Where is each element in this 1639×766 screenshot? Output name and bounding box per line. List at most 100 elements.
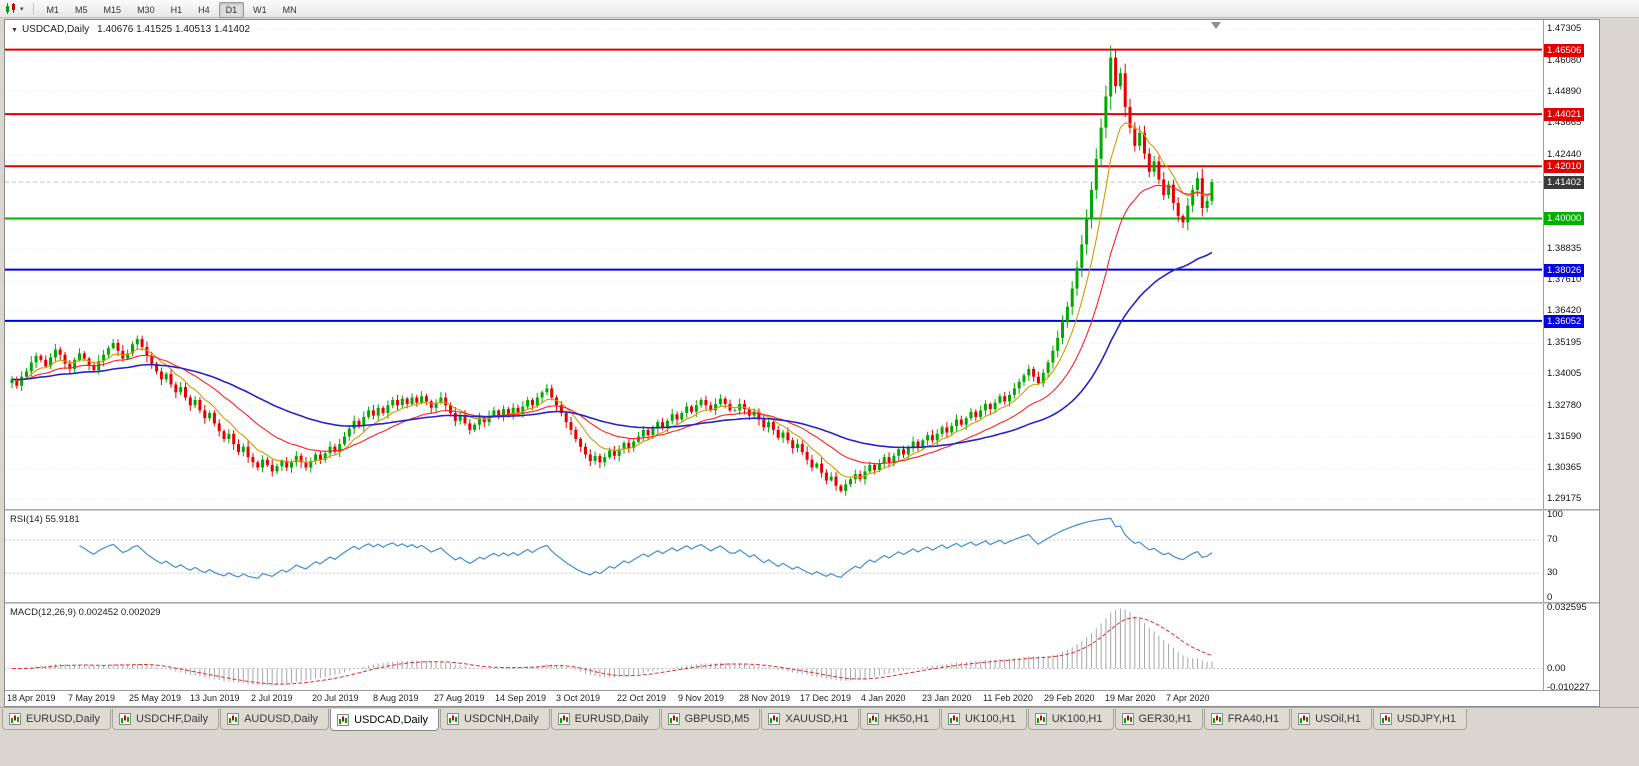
timeframe-toolbar: ▾ M1 M5 M15 M30 H1 H4 D1 W1 MN	[0, 0, 1639, 18]
chart-symbol-label: USDCAD,Daily	[21, 24, 90, 35]
collapse-icon[interactable]: ▼	[11, 27, 18, 34]
price-axis[interactable]: 1.47305 1.46080 1.44890 1.43665 1.42440 1.388…	[1543, 20, 1599, 509]
macd-pane[interactable]: MACD(12,26,9) 0.002452 0.002029 0.032595…	[5, 602, 1599, 693]
candlestick-icon	[6, 3, 15, 14]
rsi-axis-label: 70	[1547, 534, 1558, 545]
price-axis-label: 1.44890	[1547, 86, 1582, 97]
chart-tab-icon	[1210, 713, 1223, 725]
chart-tab-label: USDCNH,Daily	[464, 713, 539, 725]
chart-tab-hk50-h1[interactable]: HK50,H1	[860, 709, 940, 730]
rsi-axis[interactable]: 100 70 30 0	[1543, 509, 1599, 603]
date-axis-label: 18 Apr 2019	[7, 693, 56, 703]
chart-tab-audusd-daily[interactable]: AUDUSD,Daily	[220, 709, 330, 730]
chart-tab-icon	[337, 713, 350, 726]
macd-axis[interactable]: 0.032595 0.00 -0.010227	[1543, 602, 1599, 693]
level-price-tag: 1.36052	[1544, 315, 1585, 328]
price-axis-label: 1.35195	[1547, 337, 1582, 348]
chart-tab-label: USOil,H1	[1315, 713, 1361, 725]
timeframe-button-m15[interactable]: M15	[103, 4, 122, 15]
timeframe-buttons-group: M1 M5 M15 M30 H1 H4 D1 W1 MN	[39, 0, 305, 18]
chart-tab-label: EURUSD,Daily	[26, 713, 100, 725]
timeframe-button-w1[interactable]: W1	[253, 4, 267, 15]
chart-tab-icon	[947, 713, 960, 725]
chart-tab-label: UK100,H1	[1051, 713, 1103, 725]
chart-ohlc-values: 1.40676 1.41525 1.40513 1.41402	[97, 24, 251, 35]
chart-tab-usdchf-daily[interactable]: USDCHF,Daily	[111, 709, 220, 730]
rsi-axis-label: 100	[1547, 509, 1563, 520]
chart-tab-uk100-h1[interactable]: UK100,H1	[940, 709, 1027, 730]
macd-label: MACD(12,26,9) 0.002452 0.002029	[10, 607, 161, 618]
chart-tab-xauusd-h1[interactable]: XAUUSD,H1	[761, 709, 860, 730]
date-axis-label: 23 Jan 2020	[922, 693, 972, 703]
rsi-pane[interactable]: RSI(14) 55.9181 100 70 30 0	[5, 509, 1599, 603]
chart-tab-icon	[9, 713, 21, 725]
date-axis-label: 14 Sep 2019	[495, 693, 547, 703]
chart-tab-icon	[667, 713, 680, 725]
chart-tab-icon	[557, 713, 570, 725]
chart-tab-gbpusd-m5[interactable]: GBPUSD,M5	[660, 709, 761, 730]
chart-tab-label: GER30,H1	[1138, 713, 1192, 725]
chart-tab-eurusd-daily[interactable]: EURUSD,Daily	[2, 709, 111, 730]
chart-tab-label: EURUSD,Daily	[574, 713, 649, 725]
chart-tab-label: HK50,H1	[884, 713, 929, 725]
date-axis-label: 28 Nov 2019	[739, 693, 791, 703]
timeframe-button-d1[interactable]: D1	[218, 1, 245, 18]
date-axis-label: 25 May 2019	[129, 693, 182, 703]
macd-axis-label: 0.00	[1547, 663, 1566, 674]
chart-tab-bar: EURUSD,Daily USDCHF,Daily AUDUSD,Daily USDC…	[0, 707, 1639, 734]
date-axis-label: 7 May 2019	[68, 693, 116, 703]
timeframe-button-mn[interactable]: MN	[282, 4, 297, 15]
chart-tab-usdjpy-h1[interactable]: USDJPY,H1	[1372, 709, 1468, 730]
shift-marker-icon	[1211, 22, 1221, 29]
chart-tab-uk100-h1[interactable]: UK100,H1	[1027, 709, 1114, 730]
chart-tab-usdcnh-daily[interactable]: USDCNH,Daily	[440, 709, 550, 730]
macd-axis-label: 0.032595	[1547, 602, 1587, 613]
timeframe-button-m1[interactable]: M1	[46, 4, 60, 15]
chart-type-icon[interactable]	[4, 2, 18, 15]
chart-tab-icon	[1298, 713, 1311, 725]
chart-tab-label: USDCHF,Daily	[135, 713, 209, 725]
price-axis-label: 1.29175	[1547, 493, 1582, 504]
date-axis-label: 22 Oct 2019	[617, 693, 667, 703]
chart-tab-usdcad-daily[interactable]: USDCAD,Daily	[330, 709, 440, 731]
chart-tab-label: FRA40,H1	[1227, 713, 1280, 725]
price-axis-label: 1.32780	[1547, 400, 1582, 411]
chart-tab-icon	[867, 713, 880, 725]
timeframe-button-m30[interactable]: M30	[137, 4, 155, 15]
timeframe-button-h1[interactable]: H1	[170, 4, 183, 15]
chart-tab-usoil-h1[interactable]: USOil,H1	[1291, 709, 1372, 730]
pane-splitter[interactable]	[5, 602, 1599, 604]
price-axis-label: 1.38835	[1547, 243, 1582, 254]
level-price-tag: 1.44021	[1544, 108, 1585, 121]
chart-tab-icon	[1379, 713, 1392, 725]
price-axis-label: 1.47305	[1547, 23, 1582, 34]
chart-tab-fra40-h1[interactable]: FRA40,H1	[1203, 709, 1291, 730]
price-pane[interactable]: ▼ USDCAD,Daily 1.40676 1.41525 1.40513 1.4…	[5, 20, 1599, 509]
chart-title: ▼ USDCAD,Daily 1.40676 1.41525 1.40513 1.4…	[11, 24, 250, 35]
macd-axis-label: -0.010227	[1547, 682, 1590, 693]
level-price-tag: 1.38026	[1544, 264, 1585, 277]
chart-tab-icon	[118, 713, 131, 725]
chart-tab-ger30-h1[interactable]: GER30,H1	[1114, 709, 1203, 730]
date-axis-label: 2 Jul 2019	[251, 693, 293, 703]
pane-splitter[interactable]	[5, 509, 1599, 511]
timeframe-button-m5[interactable]: M5	[75, 4, 88, 15]
date-axis-label: 9 Nov 2019	[678, 693, 725, 703]
timeframe-button-h4[interactable]: H4	[198, 4, 210, 15]
chart-tab-icon	[227, 713, 240, 725]
price-axis-label: 1.30365	[1547, 462, 1582, 473]
price-axis-label: 1.43665	[1547, 117, 1582, 128]
chart-tab-label: UK100,H1	[964, 713, 1016, 725]
chart-type-dropdown-icon[interactable]: ▾	[20, 5, 24, 13]
level-price-tag: 1.40000	[1544, 212, 1585, 225]
candlestick-chart[interactable]	[5, 20, 1542, 509]
chart-tab-icon	[768, 713, 781, 725]
date-axis-label: 8 Aug 2019	[373, 693, 419, 703]
price-axis-label: 1.37610	[1547, 274, 1582, 285]
price-axis-label: 1.36420	[1547, 305, 1582, 316]
price-axis-label: 1.34005	[1547, 368, 1582, 379]
chart-tab-label: AUDUSD,Daily	[244, 713, 319, 725]
chart-tab-eurusd-daily[interactable]: EURUSD,Daily	[550, 709, 660, 730]
date-axis[interactable]: 18 Apr 2019 7 May 2019 25 May 2019 13 Jun 2…	[5, 690, 1599, 706]
